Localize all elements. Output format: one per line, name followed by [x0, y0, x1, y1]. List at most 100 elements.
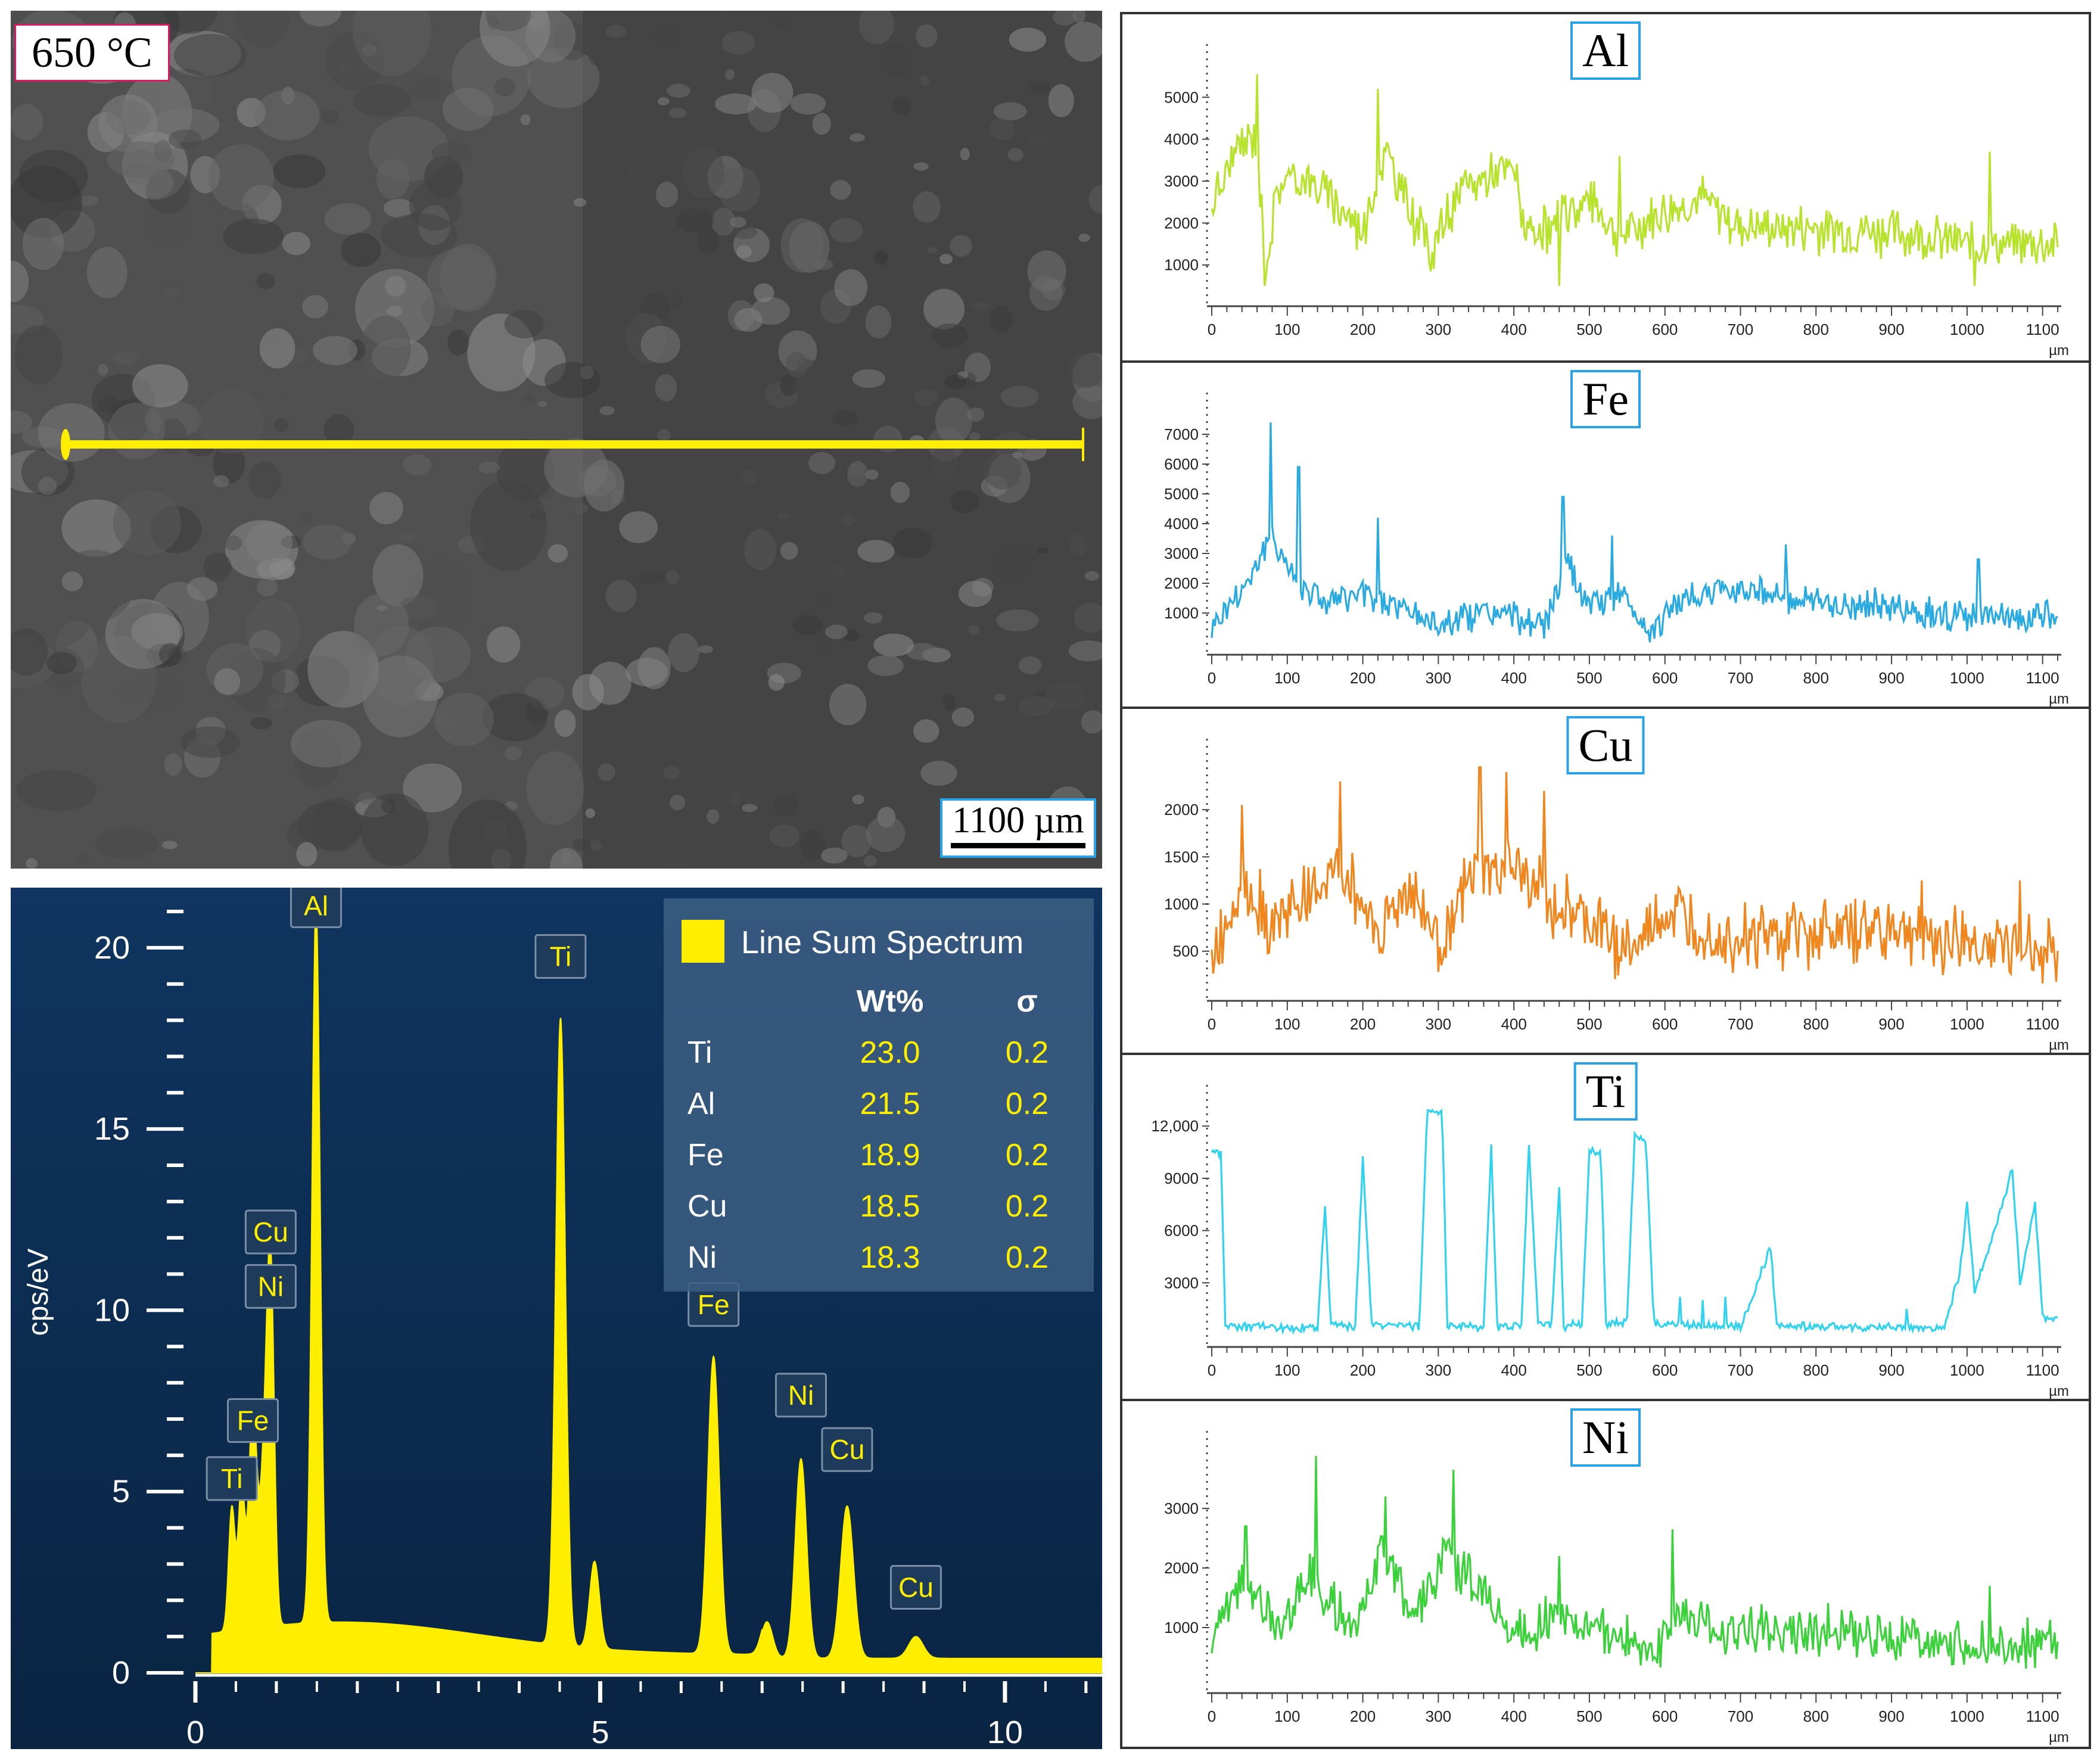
sem-particle [573, 198, 587, 207]
sem-particle [724, 69, 735, 80]
sem-particle [22, 217, 64, 270]
sem-particle [605, 580, 637, 612]
sem-particle [544, 438, 608, 497]
profile-element-label: Ti [1573, 1062, 1638, 1121]
peak-annotation-label: Ti [550, 941, 572, 972]
sem-particle [554, 710, 576, 738]
sem-particle [352, 11, 432, 76]
sem-particle [668, 107, 687, 119]
sem-particle [740, 470, 758, 484]
sem-particle [773, 15, 792, 29]
sem-particle [180, 726, 240, 758]
sem-particle [741, 804, 758, 813]
sem-particle [11, 261, 29, 303]
sem-particle [526, 11, 548, 30]
profile-x-tick-label: 700 [1728, 1015, 1753, 1033]
sem-particle [78, 195, 99, 207]
peak-annotation-box [821, 1427, 873, 1472]
sem-particle [357, 792, 377, 804]
legend-row-sigma: 0.2 [1006, 1035, 1049, 1070]
profile-y-tick-label: 6000 [1164, 1222, 1199, 1240]
profile-x-tick-label: 700 [1728, 1361, 1753, 1379]
sem-particle [655, 374, 677, 402]
profile-y-tick-label: 1000 [1164, 895, 1199, 913]
sem-particle [98, 363, 108, 376]
profile-line [1211, 766, 2059, 984]
spectrum-y-axis-label: cps/eV [23, 1249, 54, 1336]
sem-particle [354, 593, 409, 657]
sem-particle [544, 362, 601, 399]
sem-particle [812, 113, 831, 135]
legend-row-element: Fe [687, 1138, 724, 1172]
profile-x-tick-label: 200 [1350, 1707, 1376, 1725]
sem-particle [711, 207, 736, 236]
profile-x-tick-label: 400 [1501, 669, 1526, 687]
sem-particle [213, 443, 245, 484]
profile-x-tick-label: 400 [1501, 1707, 1526, 1725]
profile-x-tick-label: 900 [1878, 1361, 1904, 1379]
peak-annotation: Al [290, 883, 342, 928]
peak-annotation-box [774, 1373, 827, 1418]
spectrum-x-tick-label: 0 [186, 1715, 204, 1749]
profile-y-tick-label: 2000 [1164, 574, 1199, 592]
sem-particle [1048, 84, 1074, 117]
profile-x-tick-label: 200 [1350, 321, 1376, 338]
legend-row-element: Cu [687, 1189, 727, 1224]
sem-particle [834, 269, 868, 306]
profile-y-tick-label: 4000 [1164, 515, 1199, 533]
sem-particle [162, 288, 181, 298]
sem-particle [352, 84, 412, 117]
sem-particle [341, 233, 381, 267]
sem-particle [402, 454, 431, 475]
profile-x-tick-label: 1000 [1950, 1015, 1984, 1033]
peak-annotation-box [226, 1398, 279, 1443]
profile-y-tick-label: 2000 [1164, 214, 1199, 232]
sem-particle [105, 100, 151, 135]
profile-y-tick-label: 9000 [1164, 1169, 1199, 1187]
sem-particle [409, 180, 462, 231]
sem-particle [892, 96, 912, 116]
sem-particle [186, 577, 218, 601]
sem-particle [504, 310, 544, 338]
sem-particle [46, 652, 77, 674]
profile-x-tick-label: 1000 [1950, 321, 1984, 338]
temperature-label: 650 °C [14, 24, 170, 82]
profile-x-tick-label: 600 [1652, 1361, 1678, 1379]
sem-particle [996, 609, 1039, 632]
peak-annotation-label: Fe [237, 1405, 269, 1436]
sem-particle [916, 24, 938, 48]
profile-x-tick-label: 800 [1803, 321, 1829, 338]
profile-y-tick-label: 1000 [1164, 604, 1199, 622]
sem-particle [324, 203, 372, 235]
sem-particle [718, 166, 761, 212]
profile-x-tick-label: 600 [1652, 1707, 1678, 1725]
sem-particle [522, 393, 534, 403]
profile-svg: 0 100 200 300 400 500 600 700 800 900 1000 1100 1000… [1164, 44, 2069, 359]
sem-particle [267, 693, 287, 710]
spectrum-y-tick-label: 20 [94, 930, 130, 966]
sem-particle [1009, 27, 1047, 52]
profile-x-tick-label: 0 [1208, 669, 1216, 687]
profile-x-tick-label: 400 [1501, 1361, 1526, 1379]
sem-particle [637, 647, 671, 690]
sem-particle [792, 615, 823, 636]
sem-particle [944, 374, 967, 390]
sem-particle [768, 674, 785, 691]
profile-element-label: Fe [1570, 370, 1641, 428]
sem-particle [61, 499, 132, 557]
profile-x-tick-label: 300 [1426, 321, 1451, 338]
sem-particle [658, 97, 670, 105]
peak-annotation-label: Ti [221, 1463, 243, 1494]
sem-particle [605, 24, 626, 39]
sem-particle [26, 858, 38, 869]
sem-particle [913, 191, 941, 223]
sem-particle [920, 761, 957, 786]
peak-annotation-label: Ni [258, 1271, 284, 1302]
sem-particle [852, 794, 864, 805]
sem-particle [754, 283, 774, 303]
sem-particle [865, 469, 879, 480]
sem-particle [942, 695, 956, 711]
sem-particle [38, 477, 57, 495]
profile-svg: 0 100 200 300 400 500 600 700 800 900 1000 1100 1000… [1164, 1431, 2069, 1746]
sem-particle [307, 630, 379, 708]
